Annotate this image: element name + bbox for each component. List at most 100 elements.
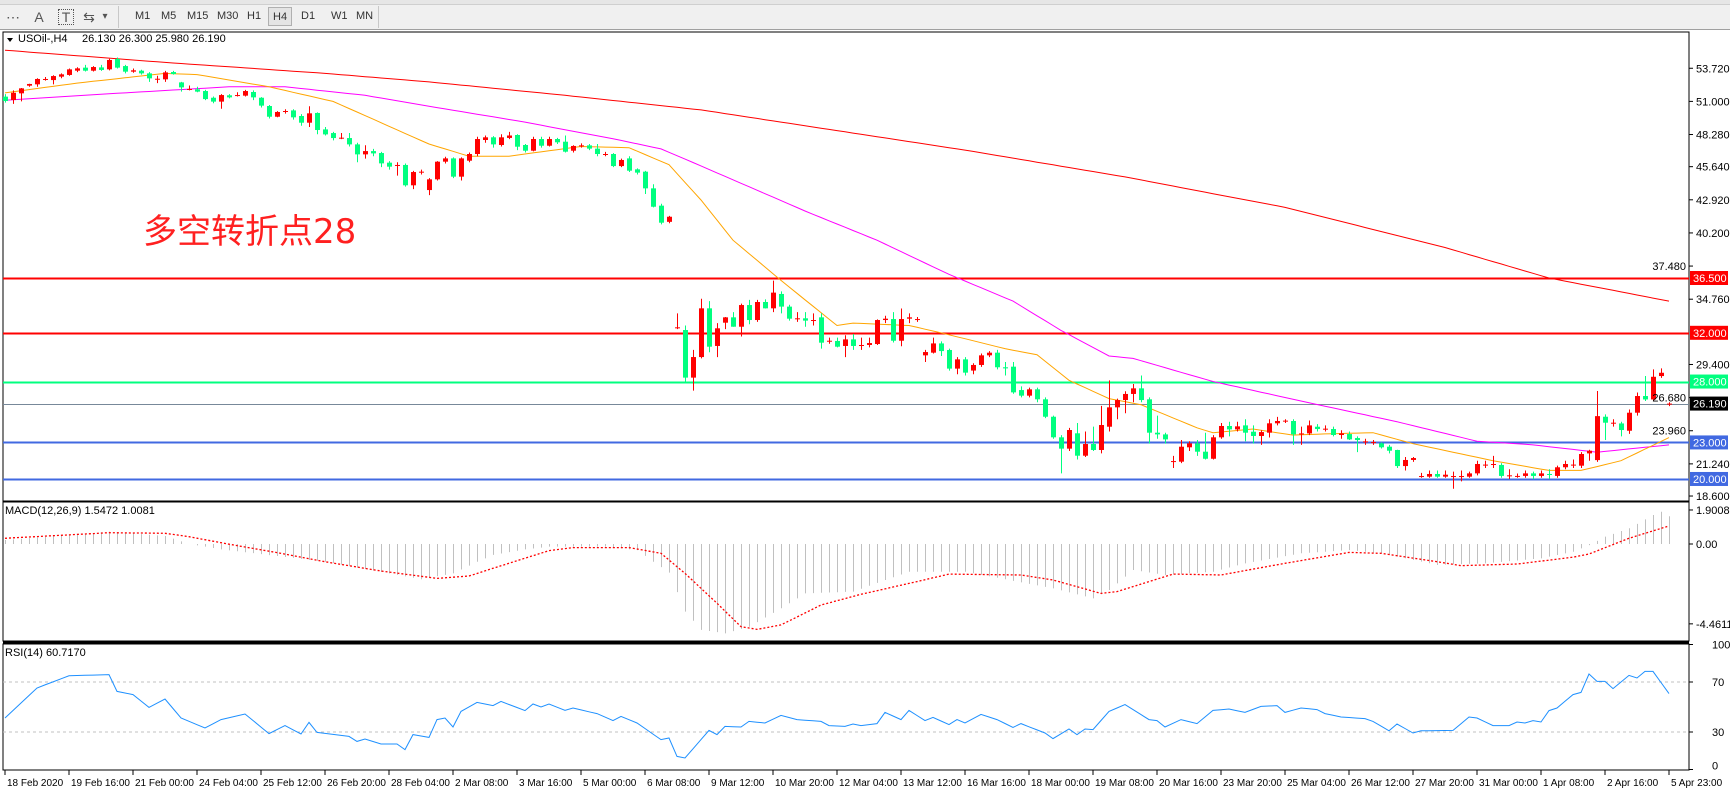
candle-body [659, 205, 664, 223]
candle-body [763, 301, 768, 309]
candle [1659, 368, 1664, 378]
candle [1371, 439, 1376, 445]
candle-body [1155, 432, 1160, 435]
candle-body [691, 357, 696, 378]
candle-body [387, 162, 392, 167]
candle-body [267, 106, 272, 117]
candle [995, 349, 1000, 370]
candle [1539, 470, 1544, 478]
candle-body [1411, 458, 1416, 460]
candle-body [547, 139, 552, 146]
candle [1563, 460, 1568, 470]
chevron-down-icon[interactable]: ▾ [102, 11, 108, 22]
candle-body [1299, 433, 1304, 435]
text-label-icon[interactable]: T [58, 9, 74, 25]
candle-body [715, 328, 720, 346]
candle [1595, 391, 1600, 462]
timeframe-button-d1[interactable]: D1 [301, 10, 316, 22]
candle [763, 299, 768, 309]
symbol-label: USOil-,H4 [18, 33, 68, 45]
candle [299, 114, 304, 126]
candle-body [723, 317, 728, 323]
candle-body [1579, 454, 1584, 466]
time-tick-label: 21 Feb 00:00 [135, 778, 194, 789]
candle-body [251, 92, 256, 98]
candle-body [611, 154, 616, 167]
candle [1163, 432, 1168, 444]
candle [587, 144, 592, 151]
fibo-fan-icon[interactable]: ⋯ [6, 9, 20, 25]
candle-body [1099, 425, 1104, 450]
timeframe-button-h4[interactable]: H4 [268, 7, 293, 26]
price-tick-label: 40.200 [1696, 228, 1730, 240]
timeframe-button-h1[interactable]: H1 [247, 10, 262, 22]
arrows-tool-icon[interactable]: ⇆ [83, 9, 95, 25]
candle [491, 136, 496, 148]
timeframe-button-mn[interactable]: MN [356, 10, 374, 22]
candle [579, 143, 584, 148]
candle-body [139, 70, 144, 74]
candle [1547, 469, 1552, 479]
rsi-tick-label: 100 [1712, 640, 1730, 652]
candle-body [619, 159, 624, 167]
candle [1267, 419, 1272, 438]
candle-body [1003, 367, 1008, 369]
candle [1187, 441, 1192, 451]
price-tick-label: 23.960 [1652, 426, 1686, 438]
annotation-text[interactable]: 多空转折点28 [143, 212, 356, 252]
ohlc-label: 26.130 26.300 25.980 26.190 [82, 33, 226, 45]
text-tool-icon[interactable]: A [34, 9, 44, 25]
candle [1427, 470, 1432, 478]
candle [1619, 421, 1624, 437]
rsi-tick-label: 30 [1712, 727, 1724, 739]
candle-body [259, 97, 264, 106]
candle-body [435, 161, 440, 180]
candle-body [1331, 429, 1336, 436]
timeframe-button-m1[interactable]: M1 [135, 10, 151, 22]
candle [99, 64, 104, 71]
candle [1219, 422, 1224, 439]
candle-body [91, 67, 96, 71]
candle [1387, 444, 1392, 454]
candle-body [227, 95, 232, 98]
candle-body [1243, 425, 1248, 433]
candle [1027, 387, 1032, 398]
candle-body [635, 169, 640, 173]
candle [547, 136, 552, 147]
candle [723, 316, 728, 330]
candle [459, 157, 464, 181]
timeframe-button-w1[interactable]: W1 [331, 10, 348, 22]
candle [75, 67, 80, 73]
candle [1123, 391, 1128, 414]
candle-body [1531, 473, 1536, 476]
candle-body [115, 58, 120, 68]
candle-body [1491, 463, 1496, 465]
candle [315, 112, 320, 135]
candle [795, 312, 800, 322]
candle-body [1403, 459, 1408, 467]
candle-body [299, 116, 304, 123]
candle-body [555, 139, 560, 143]
candle [1003, 362, 1008, 376]
candle-body [499, 137, 504, 145]
candle [411, 170, 416, 190]
collapse-triangle-icon[interactable] [7, 38, 13, 42]
candle-body [931, 343, 936, 353]
candle-body [539, 139, 544, 146]
candle [1139, 375, 1144, 403]
candle-body [1283, 420, 1288, 422]
price-tick-label: 51.000 [1696, 96, 1730, 108]
timeframe-button-m5[interactable]: M5 [161, 10, 177, 22]
timeframe-button-m15[interactable]: M15 [187, 10, 209, 22]
timeframe-button-m30[interactable]: M30 [217, 10, 239, 22]
candle-body [163, 72, 168, 80]
candle-body [883, 318, 888, 321]
candle-body [475, 139, 480, 155]
candle-body [1275, 420, 1280, 424]
candle [563, 135, 568, 153]
candle [1251, 425, 1256, 444]
candle-body [531, 139, 536, 151]
candle [3, 94, 8, 103]
candle-body [1307, 425, 1312, 434]
